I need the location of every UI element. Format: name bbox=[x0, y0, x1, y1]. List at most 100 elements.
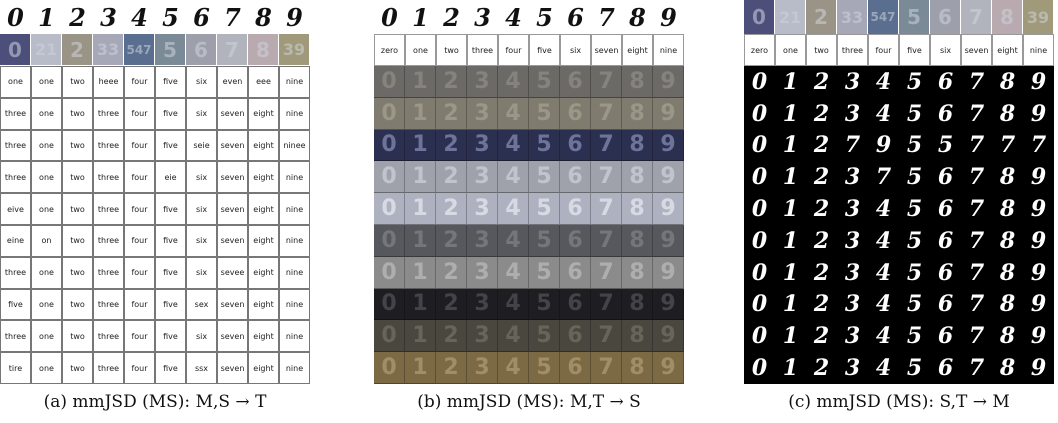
mnist-digit: 7 bbox=[968, 291, 985, 318]
svhn-digit: 0 bbox=[381, 196, 397, 222]
mnist-digit: 0 bbox=[751, 196, 768, 223]
svhn-digit: 0 bbox=[381, 68, 397, 94]
text-output-cell: seven bbox=[217, 97, 248, 130]
text-output-cell: on bbox=[31, 224, 62, 257]
mnist-digit: 3 bbox=[844, 100, 861, 127]
svhn-output-cell: 4 bbox=[498, 256, 529, 289]
mnist-digit: 7 bbox=[968, 132, 985, 159]
svhn-output-cell: 2 bbox=[436, 256, 467, 289]
svhn-digit: 4 bbox=[505, 164, 521, 190]
mnist-digit: 9 bbox=[1030, 164, 1047, 191]
mnist-output-cell: 0 bbox=[744, 224, 775, 257]
text-output-cell: two bbox=[62, 320, 93, 353]
svhn-digit: 5 bbox=[536, 100, 552, 126]
mnist-digit: 1 bbox=[782, 291, 799, 318]
mnist-digit: 4 bbox=[875, 291, 892, 318]
mnist-digit: 7 bbox=[844, 132, 861, 159]
mnist-digit: 6 bbox=[937, 68, 954, 95]
text-output-cell: eight bbox=[248, 288, 279, 321]
svhn-digit: 0 bbox=[8, 37, 22, 62]
mnist-output-cell: 8 bbox=[992, 193, 1023, 225]
svhn-digit: 0 bbox=[752, 5, 766, 29]
mnist-output-cell: 5 bbox=[899, 97, 930, 130]
mnist-output-cell: 0 bbox=[744, 288, 775, 321]
text-output-cell: five bbox=[155, 193, 186, 225]
mnist-digit-cell: 6 bbox=[186, 0, 217, 34]
svhn-digit: 7 bbox=[598, 227, 614, 253]
text-output-grid: one one two heee four five six even eee nine three… bbox=[0, 66, 310, 384]
svhn-digit: 3 bbox=[474, 355, 490, 381]
mnist-output-cell: 9 bbox=[1023, 320, 1054, 353]
svhn-output-cell: 9 bbox=[653, 352, 684, 384]
mnist-digit: 4 bbox=[875, 323, 892, 350]
mnist-output-cell: 9 bbox=[1023, 288, 1054, 321]
svhn-digit: 547 bbox=[126, 42, 152, 57]
mnist-digit: 6 bbox=[937, 227, 954, 254]
mnist-output-cell: 0 bbox=[744, 97, 775, 130]
mnist-output-cell: 4 bbox=[868, 352, 899, 384]
svhn-output-cell: 0 bbox=[374, 161, 405, 194]
svhn-output-cell: 4 bbox=[498, 66, 529, 98]
svhn-digit: 8 bbox=[629, 164, 645, 190]
text-output-cell: four bbox=[124, 224, 155, 257]
svhn-output-cell: 7 bbox=[591, 66, 622, 98]
svhn-digit: 7 bbox=[598, 164, 614, 190]
mnist-digit: 6 bbox=[937, 259, 954, 286]
text-output-cell: eine bbox=[0, 224, 31, 257]
text-output-cell: eight bbox=[248, 193, 279, 225]
svhn-output-cell: 7 bbox=[591, 288, 622, 321]
svhn-digit: 2 bbox=[443, 323, 459, 349]
mnist-digit: 0 bbox=[381, 2, 398, 32]
svhn-output-cell: 7 bbox=[591, 256, 622, 289]
text-output-cell: five bbox=[155, 97, 186, 130]
svhn-output-cell: 3 bbox=[467, 66, 498, 98]
text-output-cell: seven bbox=[217, 288, 248, 321]
mnist-digit: 5 bbox=[906, 164, 923, 191]
text-output-cell: six bbox=[186, 97, 217, 130]
mnist-digit: 6 bbox=[193, 2, 210, 32]
svhn-digit: 2 bbox=[443, 164, 459, 190]
mnist-output-cell: 9 bbox=[1023, 97, 1054, 130]
mnist-digit: 1 bbox=[782, 259, 799, 286]
mnist-digit-cell: 6 bbox=[560, 0, 591, 34]
mnist-digit: 2 bbox=[813, 164, 830, 191]
svhn-digit: 7 bbox=[598, 68, 614, 94]
svhn-digit: 6 bbox=[567, 132, 583, 158]
mnist-digit: 5 bbox=[906, 323, 923, 350]
mnist-digit: 4 bbox=[131, 2, 148, 32]
mnist-digit: 4 bbox=[875, 355, 892, 382]
mnist-digit-cell: 4 bbox=[124, 0, 155, 34]
mnist-digit: 9 bbox=[1030, 68, 1047, 95]
mnist-digit: 2 bbox=[813, 100, 830, 127]
text-output-cell: one bbox=[31, 256, 62, 289]
text-input-row: zero one two three four five six seven eight nine bbox=[744, 34, 1054, 66]
svhn-digit: 0 bbox=[381, 132, 397, 158]
mnist-output-cell: 8 bbox=[992, 352, 1023, 384]
svhn-output-cell: 5 bbox=[529, 66, 560, 98]
mnist-digit-cell: 1 bbox=[405, 0, 436, 34]
svhn-digit: 9 bbox=[660, 227, 676, 253]
mnist-output-cell: 6 bbox=[930, 288, 961, 321]
svhn-output-cell: 8 bbox=[622, 288, 653, 321]
svhn-output-cell: 2 bbox=[436, 288, 467, 321]
svhn-output-cell: 2 bbox=[436, 129, 467, 162]
svhn-output-cell: 4 bbox=[498, 97, 529, 130]
text-output-cell: three bbox=[93, 256, 124, 289]
text-output-cell: nine bbox=[279, 66, 310, 98]
mnist-output-cell: 4 bbox=[868, 66, 899, 98]
svhn-digit: 0 bbox=[381, 323, 397, 349]
mnist-digit: 8 bbox=[629, 2, 646, 32]
mnist-digit: 4 bbox=[505, 2, 522, 32]
svhn-output-cell: 6 bbox=[560, 129, 591, 162]
svhn-digit-cell: 5 bbox=[155, 34, 186, 65]
mnist-digit: 1 bbox=[782, 196, 799, 223]
text-output-cell: four bbox=[124, 193, 155, 225]
svhn-output-cell: 1 bbox=[405, 256, 436, 289]
mnist-digit: 2 bbox=[813, 196, 830, 223]
mnist-digit: 5 bbox=[906, 227, 923, 254]
mnist-output-cell: 3 bbox=[837, 97, 868, 130]
svhn-output-cell: 1 bbox=[405, 97, 436, 130]
mnist-output-cell: 1 bbox=[775, 129, 806, 162]
mnist-digit-cell: 8 bbox=[622, 0, 653, 34]
